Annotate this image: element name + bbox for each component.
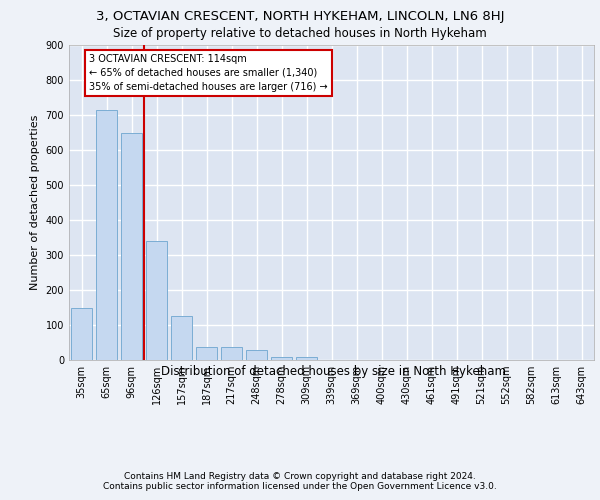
Text: 3 OCTAVIAN CRESCENT: 114sqm
← 65% of detached houses are smaller (1,340)
35% of : 3 OCTAVIAN CRESCENT: 114sqm ← 65% of det… — [89, 54, 328, 92]
Bar — [71, 308, 92, 360]
Bar — [171, 316, 192, 360]
Bar — [96, 110, 117, 360]
Bar — [146, 241, 167, 360]
Text: Contains public sector information licensed under the Open Government Licence v3: Contains public sector information licen… — [103, 482, 497, 491]
Bar — [271, 356, 292, 360]
Bar — [246, 350, 267, 360]
Bar — [196, 346, 217, 360]
Bar — [121, 132, 142, 360]
Text: Distribution of detached houses by size in North Hykeham: Distribution of detached houses by size … — [161, 365, 506, 378]
Y-axis label: Number of detached properties: Number of detached properties — [30, 115, 40, 290]
Bar — [221, 346, 242, 360]
Text: Size of property relative to detached houses in North Hykeham: Size of property relative to detached ho… — [113, 28, 487, 40]
Bar — [296, 356, 317, 360]
Text: 3, OCTAVIAN CRESCENT, NORTH HYKEHAM, LINCOLN, LN6 8HJ: 3, OCTAVIAN CRESCENT, NORTH HYKEHAM, LIN… — [96, 10, 504, 23]
Text: Contains HM Land Registry data © Crown copyright and database right 2024.: Contains HM Land Registry data © Crown c… — [124, 472, 476, 481]
